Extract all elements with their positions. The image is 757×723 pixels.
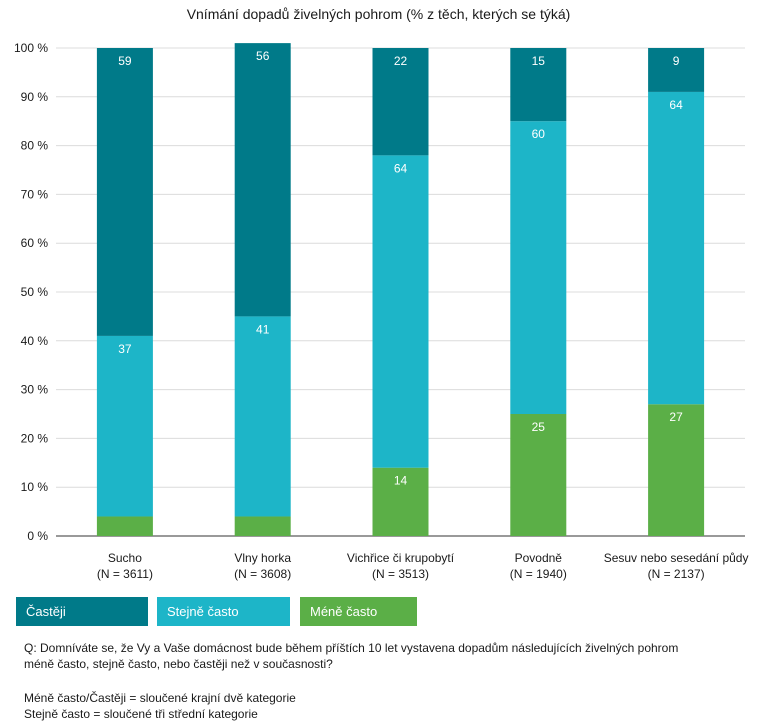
bar-segment-less <box>510 414 567 536</box>
data-label: 25 <box>532 420 546 434</box>
legend-item-less: Méně často <box>300 597 417 626</box>
data-label: 64 <box>669 98 683 112</box>
data-label: 64 <box>394 161 408 175</box>
y-tick-label: 40 % <box>21 334 49 348</box>
definition-line-1: Méně často/Častěji = sloučené krajní dvě… <box>24 691 296 705</box>
chart-title: Vnímání dopadů živelných pohrom (% z těc… <box>186 6 571 22</box>
bar-segment-same <box>510 121 567 414</box>
y-tick-label: 60 % <box>21 236 49 250</box>
data-label: 9 <box>673 54 680 68</box>
y-tick-label: 100 % <box>14 41 48 55</box>
y-tick-label: 50 % <box>21 285 49 299</box>
category-definitions: Méně často/Častěji = sloučené krajní dvě… <box>24 690 296 722</box>
x-category-label: (N = 1940) <box>510 567 567 581</box>
definition-line-2: Stejně často = sloučené tři střední kate… <box>24 707 258 721</box>
x-category-label: (N = 3611) <box>97 567 153 581</box>
y-tick-label: 10 % <box>21 480 49 494</box>
legend-item-same: Stejně často <box>157 597 290 626</box>
x-category-label: (N = 2137) <box>648 567 705 581</box>
x-category-label: Vlny horka <box>234 551 291 565</box>
x-category-label: Sucho <box>108 551 142 565</box>
survey-question-line-1: Q: Domníváte se, že Vy a Vaše domácnost … <box>24 641 679 655</box>
y-tick-label: 20 % <box>21 431 49 445</box>
data-label: 37 <box>118 342 132 356</box>
bar-segment-less <box>234 516 291 536</box>
legend-item-more: Častěji <box>16 597 148 626</box>
bar-segment-more <box>96 48 153 336</box>
stacked-bar-chart: 0 % 10 % 20 % 30 % 40 % 50 % 60 % 70 % 80 % 90 % 1… <box>14 41 749 581</box>
data-label: 22 <box>394 54 408 68</box>
bar-segment-less <box>372 467 429 536</box>
legend-label-more: Častěji <box>26 604 66 619</box>
survey-question-line-2: méně často, stejně často, nebo častěji n… <box>24 657 333 671</box>
data-label: 59 <box>118 54 132 68</box>
bar-segment-more <box>372 48 429 156</box>
bar-segment-more <box>510 48 567 122</box>
bar-segment-more <box>234 43 291 317</box>
bar-segment-same <box>372 155 429 468</box>
data-label: 56 <box>256 49 270 63</box>
y-tick-label: 90 % <box>21 90 49 104</box>
bar-segment-same <box>96 335 153 517</box>
data-label: 60 <box>532 127 546 141</box>
y-tick-label: 80 % <box>21 139 49 153</box>
x-category-label: Sesuv nebo sesedání půdy <box>604 551 749 565</box>
bar-segment-same <box>648 91 705 405</box>
data-label: 15 <box>532 54 546 68</box>
x-category-label: Povodně <box>515 551 563 565</box>
y-tick-label: 30 % <box>21 383 49 397</box>
data-label: 14 <box>394 474 408 488</box>
x-category-label: (N = 3513) <box>372 567 429 581</box>
bar-segment-less <box>96 516 153 536</box>
x-category-label: Vichřice či krupobytí <box>347 551 455 565</box>
legend-label-less: Méně často <box>310 604 378 619</box>
bar-segment-less <box>648 404 705 536</box>
x-category-label: (N = 3608) <box>234 567 291 581</box>
bar-segment-more <box>648 48 705 92</box>
data-label: 41 <box>256 322 270 336</box>
data-label: 27 <box>669 410 683 424</box>
y-tick-label: 70 % <box>21 187 49 201</box>
bar-segment-same <box>234 316 291 517</box>
legend-label-same: Stejně často <box>167 604 239 619</box>
y-tick-label: 0 % <box>27 529 48 543</box>
survey-question: Q: Domníváte se, že Vy a Vaše domácnost … <box>24 640 678 672</box>
